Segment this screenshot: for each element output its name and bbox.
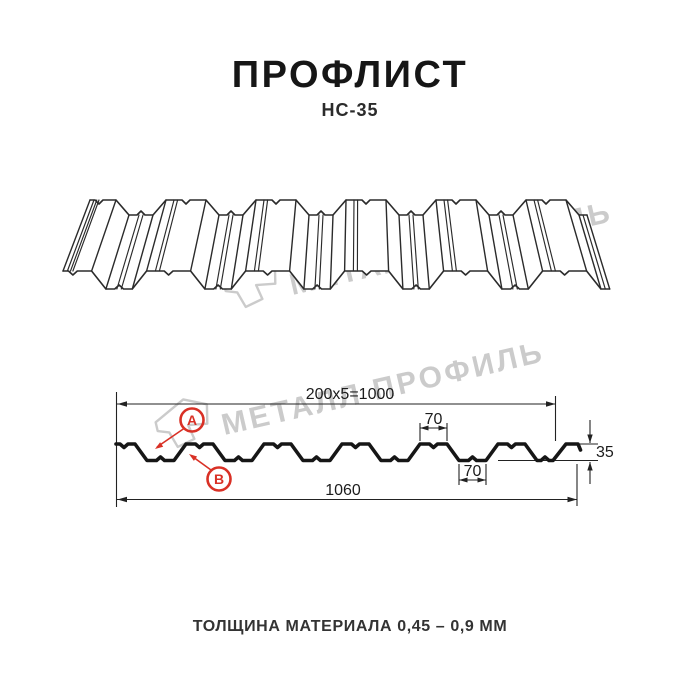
callout-b-label: В [214,471,224,487]
sheet-3d-line [219,214,234,290]
sheet-3d-line [498,214,514,290]
sheet-3d-line [533,199,552,272]
profile-outline [114,442,583,463]
sheet-3d-line [105,214,130,290]
material-thickness-note: ТОЛЩИНА МАТЕРИАЛА 0,45 – 0,9 ММ [192,618,508,635]
sheet-3d-line [512,214,529,290]
profile-3d-drawing [62,199,611,290]
metall-profil-logo [154,398,209,449]
sheet-3d-line [131,214,154,290]
sheet-3d-line [422,214,430,290]
sheet-3d-line [565,199,588,272]
dimension-lines [115,392,598,507]
callout-a-label: А [187,412,197,428]
sheet-3d-line [120,214,144,290]
sheet-3d-line [398,214,404,290]
sheet-3d-line [189,199,207,272]
page-title: ПРОФЛИСТ [231,54,469,96]
dim-top-flange: 70 [425,411,443,428]
callout-a-arrow [156,427,185,448]
sheet-3d-line [204,214,220,290]
sheet-3d-line [582,214,606,290]
sheet-3d-line [69,199,98,272]
sheet-3d-line [578,214,602,290]
sheet-3d-line [154,199,175,272]
sheet-3d-line [215,214,230,290]
sheet-3d-line [385,199,390,272]
sheet-3d-line [525,199,544,272]
dim-bottom-flange: 70 [464,463,482,480]
callout-a-circle [179,407,205,433]
profile-model-name: НС-35 [321,100,379,120]
sheet-3d-line [443,199,453,272]
callout-b-arrowhead [189,454,198,461]
sheet-3d-line [89,199,588,216]
sheet-3d-line [66,199,95,272]
sheet-3d-line [288,199,297,272]
callout-a-arrowhead [155,442,164,449]
sheet-3d-line [447,199,457,272]
sheet-3d-line [475,199,489,272]
callout-b-circle [206,466,232,492]
sheet-3d-line [314,214,320,290]
sheet-3d-line [62,270,611,290]
sheet-3d-line [435,199,445,272]
sheet-3d-line [230,214,244,290]
cross-section-drawing: А В 200x5=1000 70 70 35 1060 [114,386,614,507]
sheet-3d-line [412,214,419,290]
sheet-3d-line [408,214,415,290]
sheet-3d-line [145,199,167,272]
sheet-3d-line [244,199,257,272]
sheet-3d-line [72,199,100,272]
dim-overall-width: 1060 [325,482,361,499]
sheet-3d-line [257,199,269,272]
sheet-3d-line [63,200,610,289]
dim-working-width: 200x5=1000 [306,386,395,403]
sheet-3d-line [502,214,518,290]
sheet-3d-line [343,199,347,272]
sheet-3d-line [116,214,140,290]
sheet-3d-line [253,199,265,272]
sheet-3d-line [158,199,179,272]
sheet-3d-line [62,199,91,272]
sheet-3d-line [303,214,310,290]
sheet-3d-line [537,199,556,272]
sheet-3d-line [329,214,334,290]
sheet-3d-line [352,199,355,272]
sheet-3d-line [488,214,503,290]
sheet-3d-line [90,199,117,272]
sheet-3d-line [586,214,611,290]
sheet-3d-line [318,214,324,290]
dim-height: 35 [596,444,614,461]
